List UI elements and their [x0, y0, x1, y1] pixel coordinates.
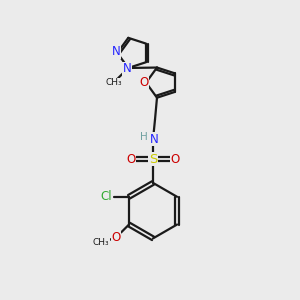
Text: N: N	[150, 133, 158, 146]
Text: O: O	[127, 153, 136, 166]
Text: O: O	[140, 76, 149, 89]
Text: Cl: Cl	[100, 190, 112, 203]
Text: O: O	[170, 153, 179, 166]
Text: CH₃: CH₃	[106, 79, 123, 88]
Text: N: N	[112, 45, 121, 58]
Text: CH₃: CH₃	[93, 238, 110, 247]
Text: H: H	[140, 132, 148, 142]
Text: S: S	[149, 153, 157, 166]
Text: N: N	[123, 62, 132, 76]
Text: O: O	[112, 231, 121, 244]
